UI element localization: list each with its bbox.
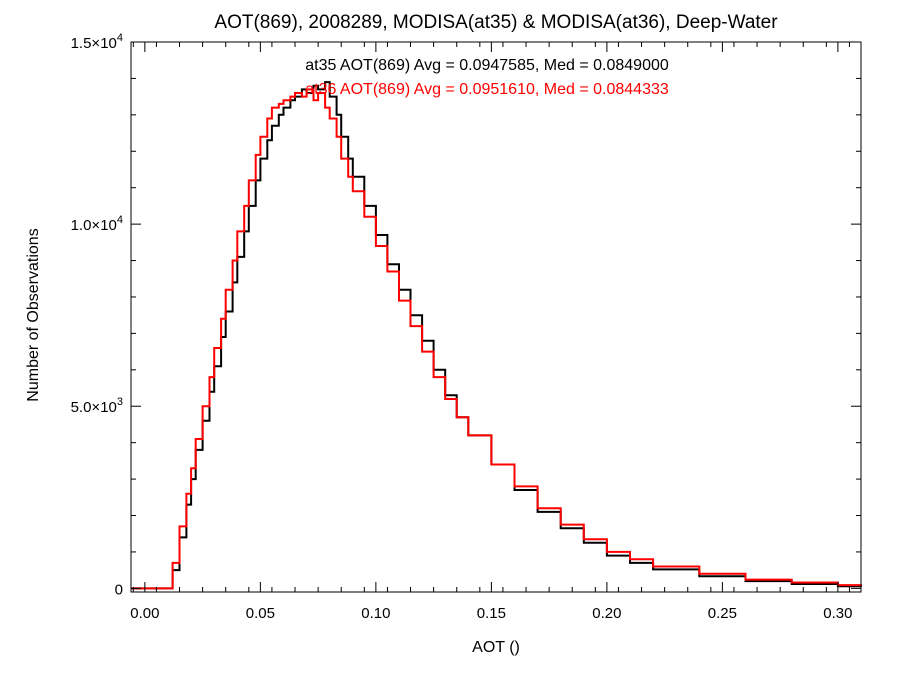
x-tick-label: 0.20 — [592, 605, 621, 622]
plot-frame — [130, 41, 862, 593]
series-line-at35 — [131, 81, 862, 590]
y-tick-label: 1.5×104 — [71, 32, 123, 52]
y-tick-label: 1.0×104 — [71, 214, 123, 234]
x-tick-label: 0.00 — [130, 605, 159, 622]
series-lines — [131, 81, 862, 590]
x-tick-label: 0.15 — [477, 605, 506, 622]
x-tick-label: 0.25 — [708, 605, 737, 622]
series-annotation-at35: at35 AOT(869) Avg = 0.0947585, Med = 0.0… — [305, 57, 669, 74]
x-tick-label: 0.30 — [823, 605, 852, 622]
y-axis-label: Number of Observations — [25, 228, 42, 401]
y-tick-label: 0 — [115, 581, 123, 598]
series-annotation-at36: at36 AOT(869) Avg = 0.0951610, Med = 0.0… — [305, 81, 669, 98]
x-axis-label: AOT () — [472, 639, 520, 656]
series-line-at36 — [131, 88, 862, 590]
series-annotations: at35 AOT(869) Avg = 0.0947585, Med = 0.0… — [305, 57, 669, 98]
x-tick-label: 0.05 — [246, 605, 275, 622]
chart-title: AOT(869), 2008289, MODISA(at35) & MODISA… — [214, 12, 778, 33]
y-tick-label: 5.0×103 — [71, 396, 123, 416]
axes: 0.00 0.05 0.10 0.15 0.20 0.25 0.30 0 5.0×103 1.0×… — [71, 32, 862, 622]
x-tick-label: 0.10 — [361, 605, 390, 622]
